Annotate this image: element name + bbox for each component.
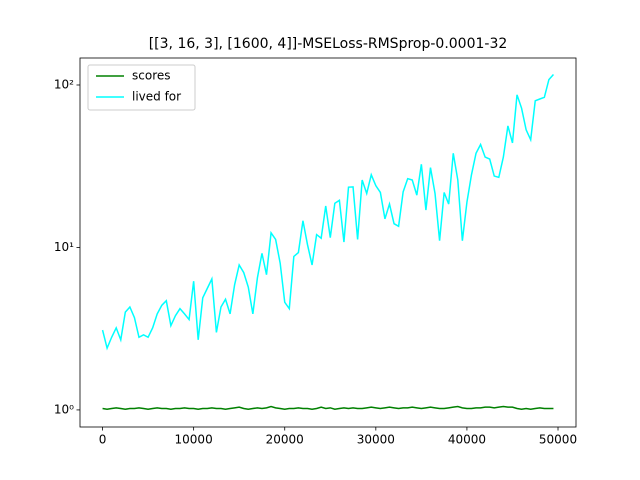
y-tick-label: 10² [54,77,74,91]
y-tick-label: 10⁰ [54,402,74,416]
x-tick-label: 0 [99,433,107,447]
chart-title: [[3, 16, 3], [1600, 4]]-MSELoss-RMSprop-… [149,36,508,52]
x-tick-label: 20000 [266,433,304,447]
y-tick-label: 10¹ [54,240,74,254]
axes-frame [79,57,577,428]
data-line [101,74,555,351]
x-tick-label: 50000 [539,433,577,447]
data-line [102,405,554,410]
x-tick-label: 40000 [448,433,486,447]
x-tick-label: 10000 [175,433,213,447]
x-tick-label: 30000 [357,433,395,447]
legend-label: scores [132,69,171,83]
legend-label: lived for [132,90,181,104]
